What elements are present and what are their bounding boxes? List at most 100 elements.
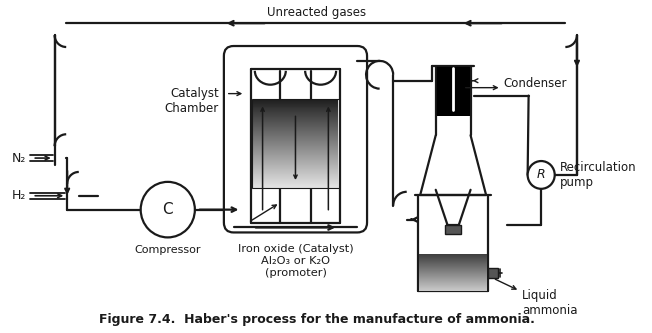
Text: R: R: [537, 168, 546, 181]
Bar: [419, 285, 487, 286]
Bar: [253, 180, 338, 181]
Bar: [253, 155, 338, 156]
Bar: [253, 183, 338, 184]
FancyBboxPatch shape: [224, 46, 367, 232]
Bar: [253, 160, 338, 161]
Bar: [253, 154, 338, 155]
Bar: [253, 134, 338, 136]
Bar: [253, 186, 338, 187]
Bar: [253, 122, 338, 123]
Bar: [253, 111, 338, 112]
Bar: [419, 267, 487, 268]
Bar: [419, 270, 487, 271]
Bar: [253, 141, 338, 143]
Bar: [253, 107, 338, 108]
Bar: [253, 173, 338, 174]
Bar: [253, 119, 338, 120]
Bar: [253, 159, 338, 160]
Bar: [437, 67, 469, 117]
Bar: [253, 114, 338, 115]
Bar: [253, 187, 338, 188]
Text: Unreacted gases: Unreacted gases: [267, 6, 366, 19]
Bar: [419, 254, 487, 255]
Bar: [253, 108, 338, 109]
Bar: [253, 148, 338, 149]
Bar: [419, 262, 487, 263]
Bar: [253, 181, 338, 182]
Bar: [419, 281, 487, 282]
Text: Compressor: Compressor: [134, 245, 201, 255]
Text: Liquid
ammonia: Liquid ammonia: [522, 289, 577, 317]
Text: Figure 7.4.  Haber's process for the manufacture of ammonia.: Figure 7.4. Haber's process for the manu…: [99, 313, 535, 326]
Bar: [445, 224, 461, 234]
Bar: [419, 263, 487, 264]
Bar: [253, 132, 338, 134]
Bar: [419, 266, 487, 267]
Bar: [253, 171, 338, 172]
Bar: [419, 278, 487, 279]
Bar: [253, 168, 338, 169]
Bar: [253, 109, 338, 110]
Bar: [419, 277, 487, 278]
Bar: [253, 166, 338, 167]
Bar: [253, 179, 338, 180]
Bar: [419, 273, 487, 274]
Bar: [253, 128, 338, 130]
Bar: [253, 139, 338, 141]
Bar: [253, 136, 338, 138]
Bar: [253, 142, 338, 144]
Bar: [419, 268, 487, 269]
Text: Iron oxide (Catalyst)
Al₂O₃ or K₂O
(promoter): Iron oxide (Catalyst) Al₂O₃ or K₂O (prom…: [238, 244, 353, 277]
Bar: [253, 172, 338, 173]
Bar: [253, 165, 338, 166]
Bar: [253, 105, 338, 106]
Text: H₂: H₂: [12, 189, 27, 202]
Bar: [253, 122, 338, 124]
Bar: [419, 264, 487, 265]
Bar: [253, 130, 338, 132]
Bar: [253, 104, 338, 105]
Bar: [253, 149, 338, 150]
Bar: [419, 257, 487, 258]
Bar: [253, 121, 338, 122]
Bar: [253, 133, 338, 135]
Bar: [253, 100, 338, 101]
Text: Recirculation
pump: Recirculation pump: [559, 161, 636, 189]
Bar: [419, 269, 487, 270]
Bar: [419, 279, 487, 280]
Bar: [253, 178, 338, 179]
Bar: [253, 144, 338, 146]
Bar: [253, 163, 338, 164]
Bar: [419, 282, 487, 283]
Bar: [252, 99, 339, 188]
Bar: [253, 161, 338, 162]
Bar: [419, 255, 487, 256]
Circle shape: [141, 182, 195, 237]
Bar: [419, 258, 487, 259]
Bar: [253, 185, 338, 186]
Bar: [253, 143, 338, 145]
Bar: [488, 268, 497, 278]
Text: Catalyst
Chamber: Catalyst Chamber: [165, 87, 219, 115]
Bar: [253, 184, 338, 185]
Bar: [419, 276, 487, 277]
Bar: [253, 153, 338, 154]
Bar: [253, 118, 338, 119]
Bar: [253, 169, 338, 170]
Bar: [253, 140, 338, 142]
Bar: [253, 146, 338, 148]
Bar: [253, 116, 338, 117]
Bar: [253, 127, 338, 129]
Bar: [419, 283, 487, 284]
Bar: [419, 265, 487, 266]
Bar: [419, 289, 487, 290]
Text: C: C: [162, 202, 173, 217]
Bar: [253, 113, 338, 114]
Bar: [253, 170, 338, 171]
Bar: [253, 150, 338, 151]
Bar: [419, 261, 487, 262]
Bar: [419, 287, 487, 288]
Text: Condenser: Condenser: [503, 77, 567, 90]
Bar: [253, 152, 338, 153]
Bar: [419, 272, 487, 273]
